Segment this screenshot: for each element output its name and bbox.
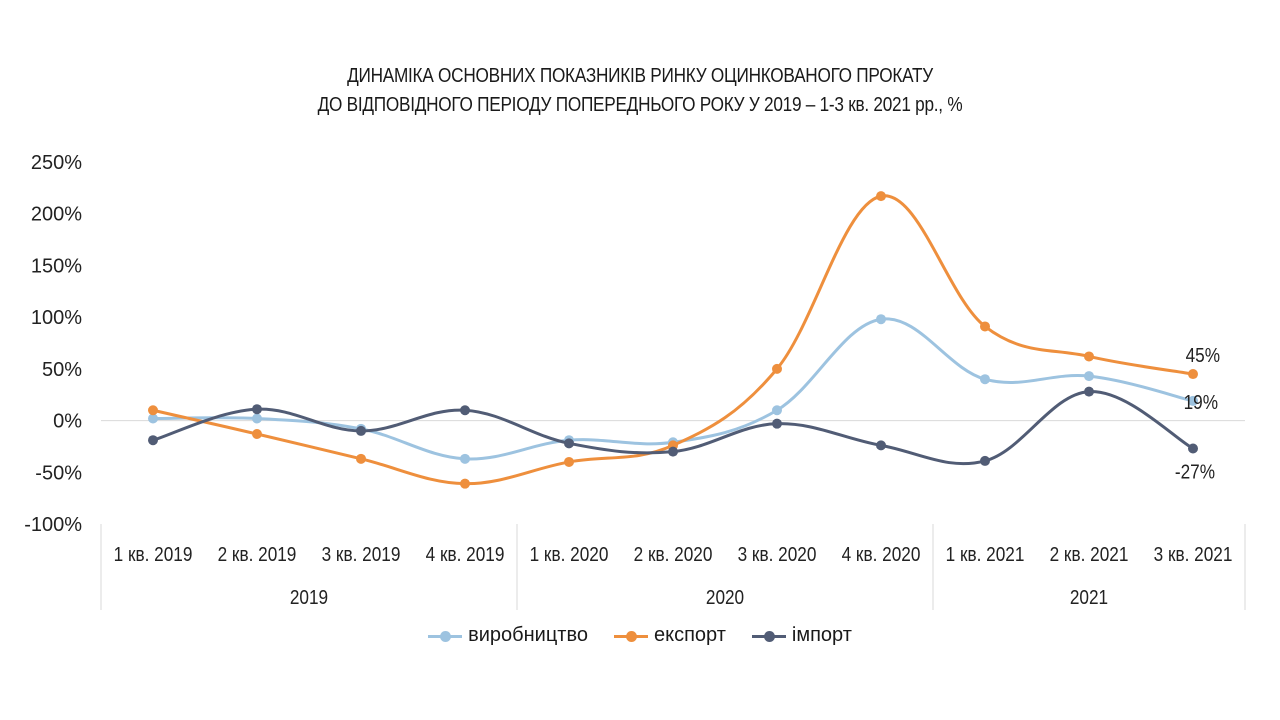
data-point	[772, 418, 782, 429]
x-tick-label: 2 кв. 2021	[1050, 543, 1129, 566]
y-tick-label: -50%	[35, 462, 82, 484]
legend-label: імпорт	[791, 624, 852, 646]
data-point	[1084, 371, 1094, 382]
legend-label: експорт	[653, 624, 726, 646]
x-group-label: 2020	[706, 586, 744, 609]
x-tick-label: 2 кв. 2019	[218, 543, 297, 566]
x-tick-label: 4 кв. 2019	[426, 543, 505, 566]
chart-title: ДИНАМІКА ОСНОВНИХ ПОКАЗНИКІВ РИНКУ ОЦИНК…	[90, 62, 1191, 120]
legend-item: виробництво	[428, 624, 588, 647]
legend-marker	[428, 629, 463, 643]
y-tick-label: 150%	[31, 255, 82, 277]
chart-title-line2: ДО ВІДПОВІДНОГО ПЕРІОДУ ПОПЕРЕДНЬОГО РОК…	[317, 94, 963, 116]
data-label: 19%	[1184, 391, 1218, 414]
data-point	[1188, 369, 1198, 380]
data-point	[148, 435, 158, 446]
y-tick-label: 200%	[31, 204, 82, 226]
x-tick-label: 3 кв. 2020	[738, 543, 817, 566]
series-layer	[148, 191, 1198, 489]
data-point	[356, 453, 366, 464]
x-tick-label: 1 кв. 2019	[114, 543, 193, 566]
data-point	[1084, 351, 1094, 362]
axes: 250% 200% 150% 100% 50% 0% -50% -100% 1 кв. 2019…	[24, 152, 1246, 610]
x-tick-label: 3 кв. 2019	[322, 543, 401, 566]
data-point	[564, 438, 574, 449]
y-tick-label: -100%	[24, 514, 82, 536]
data-point	[252, 413, 262, 424]
data-point	[148, 413, 158, 424]
y-tick-label: 50%	[42, 359, 82, 381]
x-tick-label: 4 кв. 2020	[842, 543, 921, 566]
chart-title-line1: ДИНАМІКА ОСНОВНИХ ПОКАЗНИКІВ РИНКУ ОЦИНК…	[347, 65, 933, 87]
data-point	[876, 191, 886, 202]
data-point	[356, 425, 366, 436]
x-group-label: 2021	[1070, 586, 1108, 609]
legend-item: імпорт	[751, 624, 852, 647]
data-point	[668, 446, 678, 457]
data-label: -27%	[1175, 460, 1215, 483]
legend-marker	[613, 629, 648, 643]
x-tick-label: 1 кв. 2020	[530, 543, 609, 566]
data-point	[876, 440, 886, 451]
data-point	[1084, 386, 1094, 397]
data-point	[460, 478, 470, 489]
y-tick-label: 250%	[31, 152, 82, 174]
data-point	[980, 374, 990, 385]
data-point	[564, 456, 574, 467]
data-point	[460, 453, 470, 464]
data-point	[980, 321, 990, 332]
x-tick-label: 1 кв. 2021	[946, 543, 1025, 566]
y-tick-label: 0%	[53, 411, 82, 433]
data-point	[460, 405, 470, 416]
legend-label: виробництво	[468, 624, 588, 646]
series-line	[152, 194, 1194, 486]
legend-item: експорт	[613, 624, 726, 647]
y-tick-label: 100%	[31, 307, 82, 329]
data-point	[148, 405, 158, 416]
data-point	[252, 429, 262, 440]
data-point	[1188, 443, 1198, 454]
data-point	[772, 405, 782, 416]
x-tick-label: 2 кв. 2020	[634, 543, 713, 566]
data-point	[980, 455, 990, 466]
data-point	[772, 363, 782, 374]
data-point	[876, 314, 886, 325]
x-tick-label: 3 кв. 2021	[1154, 543, 1233, 566]
data-point	[1188, 395, 1198, 406]
legend: виробництво експорт імпорт	[0, 624, 1280, 647]
x-group-label: 2019	[290, 586, 328, 609]
data-point	[252, 404, 262, 415]
legend-marker	[751, 629, 786, 643]
data-label: 45%	[1186, 344, 1220, 367]
labels-layer: 19% 45% -27%	[1175, 344, 1220, 483]
